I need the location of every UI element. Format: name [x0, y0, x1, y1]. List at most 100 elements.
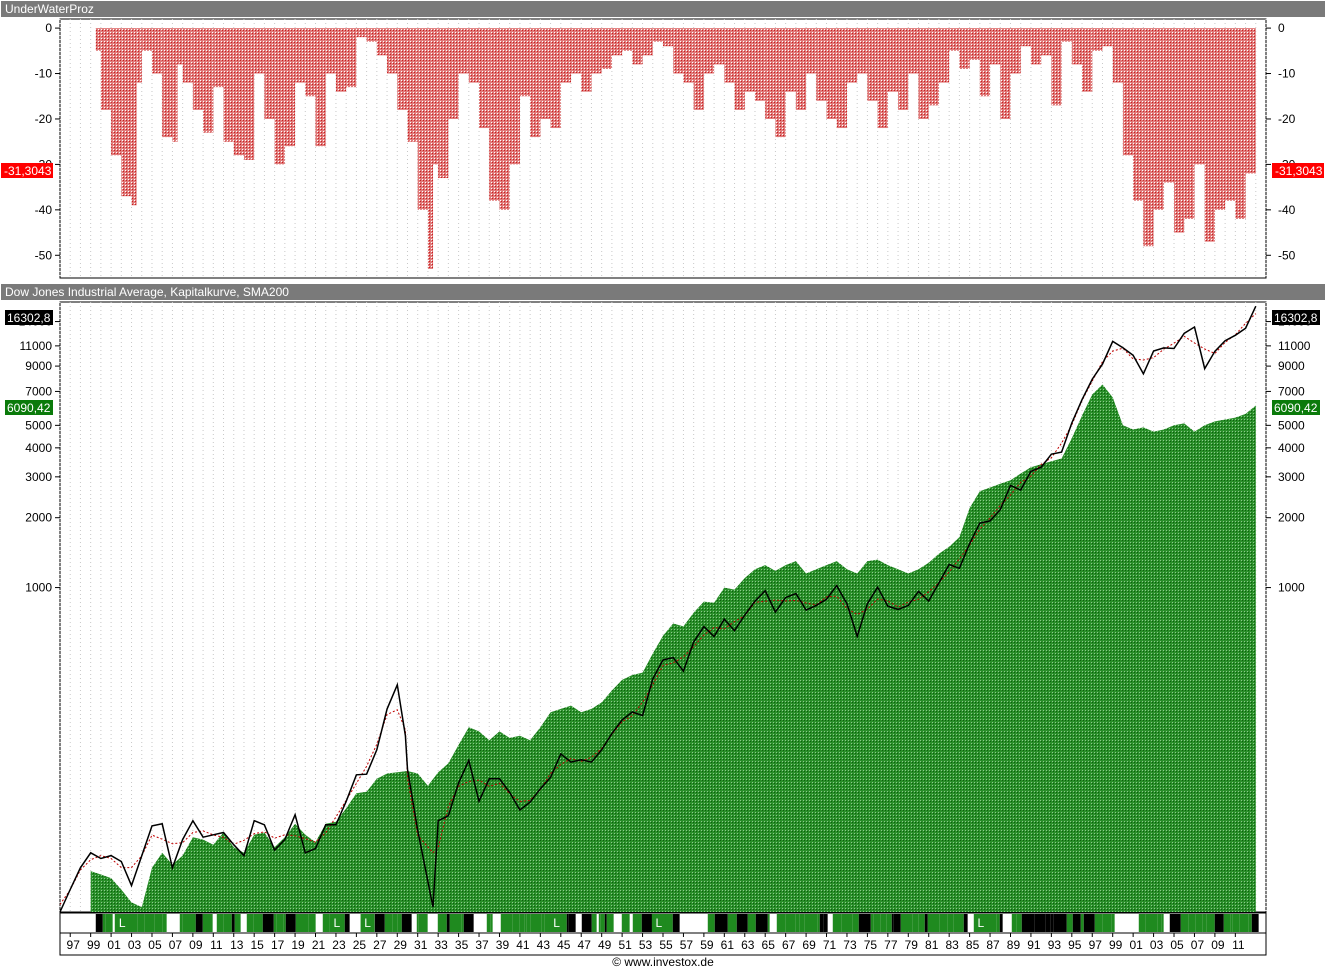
signal-block — [482, 914, 487, 932]
signal-block — [1011, 914, 1017, 932]
underwater-bar — [407, 28, 418, 142]
signal-block — [799, 914, 805, 932]
signal-block — [939, 914, 948, 932]
x-tick-label: 35 — [455, 938, 469, 952]
price-value-right: 16302,8 — [1274, 311, 1318, 325]
underwater-value-right: -31,3043 — [1275, 164, 1323, 178]
signal-block — [1251, 914, 1259, 932]
price-value-tag-right: 16302,8 — [1272, 310, 1320, 325]
signal-block — [418, 914, 428, 932]
signal-block — [1072, 914, 1081, 932]
underwater-bar — [417, 28, 428, 210]
underwater-bar — [254, 28, 265, 74]
signal-block — [519, 914, 525, 932]
x-tick-label: 83 — [945, 938, 959, 952]
signal-block — [473, 914, 483, 932]
x-tick-label: 81 — [925, 938, 939, 952]
underwater-tick-label-right: -40 — [1278, 203, 1296, 217]
signal-block — [776, 914, 786, 932]
price-value-left: 16302,8 — [7, 311, 51, 325]
signal-block — [112, 914, 115, 932]
underwater-bar — [1112, 28, 1123, 83]
signal-block — [283, 914, 286, 932]
signal-block — [253, 914, 263, 932]
x-tick-label: 07 — [1191, 938, 1205, 952]
signal-block — [449, 914, 462, 932]
underwater-bar — [959, 28, 970, 69]
underwater-bar — [111, 28, 122, 156]
signal-block — [707, 914, 715, 932]
x-tick-label: 91 — [1027, 938, 1041, 952]
signal-block — [912, 914, 919, 932]
signal-block — [566, 914, 569, 932]
signal-block — [927, 914, 940, 932]
signal-block — [401, 914, 412, 932]
signal-block — [182, 914, 196, 932]
signal-block — [1053, 914, 1067, 932]
x-tick-label: 99 — [87, 938, 101, 952]
signal-block — [461, 914, 464, 932]
underwater-bar — [172, 28, 178, 142]
x-tick-label: 79 — [905, 938, 919, 952]
underwater-bar — [223, 28, 234, 142]
price-panel: Dow Jones Industrial Average, Kapitalkur… — [1, 284, 1325, 913]
signal-block — [1195, 914, 1203, 932]
underwater-bar — [816, 28, 827, 101]
signal-block — [315, 914, 323, 932]
signal-block — [240, 914, 243, 932]
signal-block — [1214, 914, 1224, 932]
signal-block — [817, 914, 820, 932]
signal-block — [727, 914, 737, 932]
underwater-bar — [1092, 28, 1103, 51]
underwater-bar — [387, 28, 398, 74]
signal-block — [242, 914, 247, 932]
signal-block — [1050, 914, 1054, 932]
signal-block — [392, 914, 398, 932]
x-tick-label: 11 — [1232, 938, 1245, 952]
x-tick-label: 21 — [312, 938, 326, 952]
underwater-bar — [95, 28, 101, 51]
x-tick-label: 55 — [659, 938, 673, 952]
underwater-tick-label-left: -20 — [35, 112, 53, 126]
x-tick-label: 53 — [639, 938, 653, 952]
signal-block — [924, 914, 928, 932]
underwater-bars — [95, 28, 1256, 269]
x-tick-label: 43 — [537, 938, 551, 952]
underwater-bar — [151, 28, 163, 74]
signal-block — [162, 914, 167, 932]
x-tick-label: 37 — [475, 938, 489, 952]
underwater-bar — [1030, 28, 1042, 65]
underwater-bar — [1225, 28, 1236, 201]
underwater-bar — [121, 28, 132, 197]
underwater-bar — [264, 28, 275, 119]
signal-block — [873, 914, 881, 932]
underwater-tick-label-right: -50 — [1278, 248, 1296, 262]
signal-block — [202, 914, 213, 932]
signal-block — [137, 914, 145, 932]
underwater-bar — [703, 28, 715, 74]
underwater-bar — [519, 28, 531, 97]
underwater-bar — [642, 28, 653, 56]
underwater-bar — [918, 28, 929, 119]
underwater-bar — [591, 28, 602, 74]
signal-block — [736, 914, 748, 932]
underwater-bar — [632, 28, 643, 65]
signal-block — [1016, 914, 1022, 932]
underwater-bar — [622, 28, 633, 51]
signal-block — [1111, 914, 1115, 932]
signal-block — [322, 914, 330, 932]
x-tick-label: 45 — [557, 938, 571, 952]
x-tick-label: 67 — [782, 938, 796, 952]
signal-block — [1021, 914, 1035, 932]
x-tick-label: 97 — [67, 938, 81, 952]
signal-block — [1248, 914, 1252, 932]
x-tick-label: 65 — [762, 938, 776, 952]
signal-block — [246, 914, 254, 932]
underwater-bar — [1133, 28, 1144, 201]
signal-block — [1083, 914, 1095, 932]
signal-block — [234, 914, 241, 932]
signal-block — [591, 914, 597, 932]
signal-block — [262, 914, 274, 932]
